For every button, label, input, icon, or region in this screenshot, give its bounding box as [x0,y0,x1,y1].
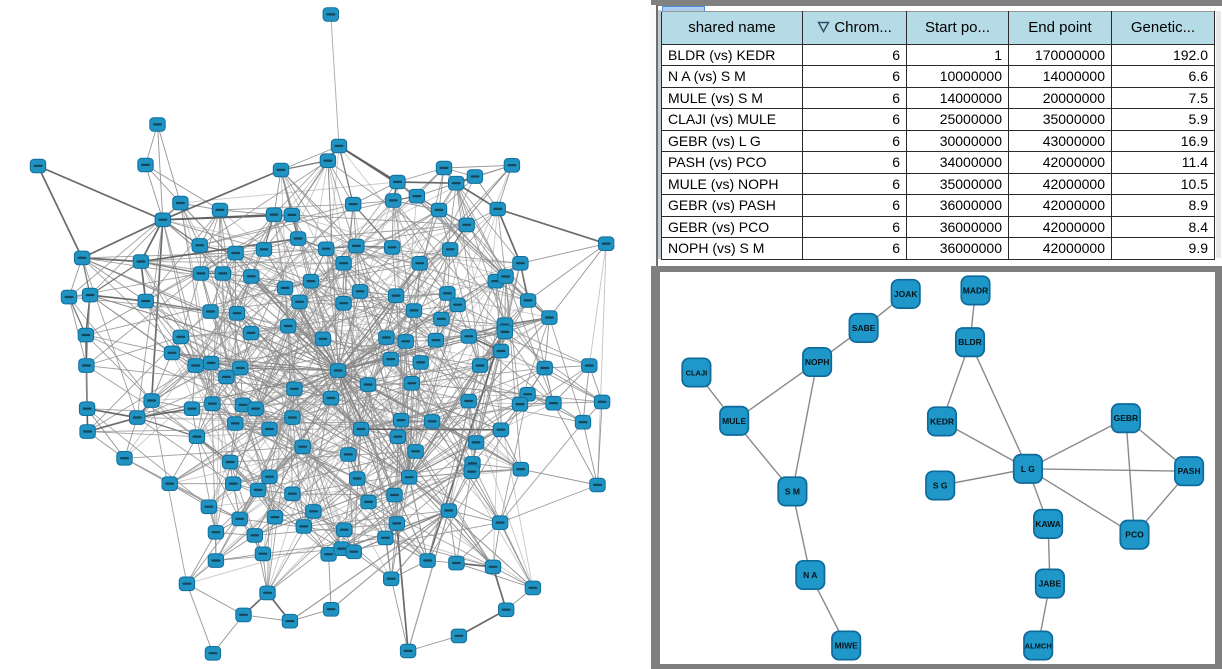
svg-text:S M: S M [785,486,800,496]
svg-text:N A: N A [803,570,817,580]
svg-text:PASH: PASH [1178,466,1201,476]
svg-text:CLAJI: CLAJI [686,368,708,377]
svg-text:PCO: PCO [1125,529,1144,539]
svg-text:NOPH: NOPH [805,357,830,367]
svg-text:MULE: MULE [722,415,746,425]
svg-text:JOAK: JOAK [894,288,918,298]
svg-text:L G: L G [1021,463,1035,473]
svg-text:SABE: SABE [852,322,876,332]
svg-text:KAWA: KAWA [1035,518,1061,528]
svg-text:BLDR: BLDR [958,337,982,347]
svg-text:MIWE: MIWE [835,640,858,650]
svg-text:MADR: MADR [963,285,989,295]
svg-text:GEBR: GEBR [1114,413,1139,423]
svg-text:ALMCH: ALMCH [1025,641,1052,650]
svg-text:KEDR: KEDR [930,416,954,426]
svg-text:JABE: JABE [1039,578,1062,588]
svg-text:S G: S G [933,480,948,490]
